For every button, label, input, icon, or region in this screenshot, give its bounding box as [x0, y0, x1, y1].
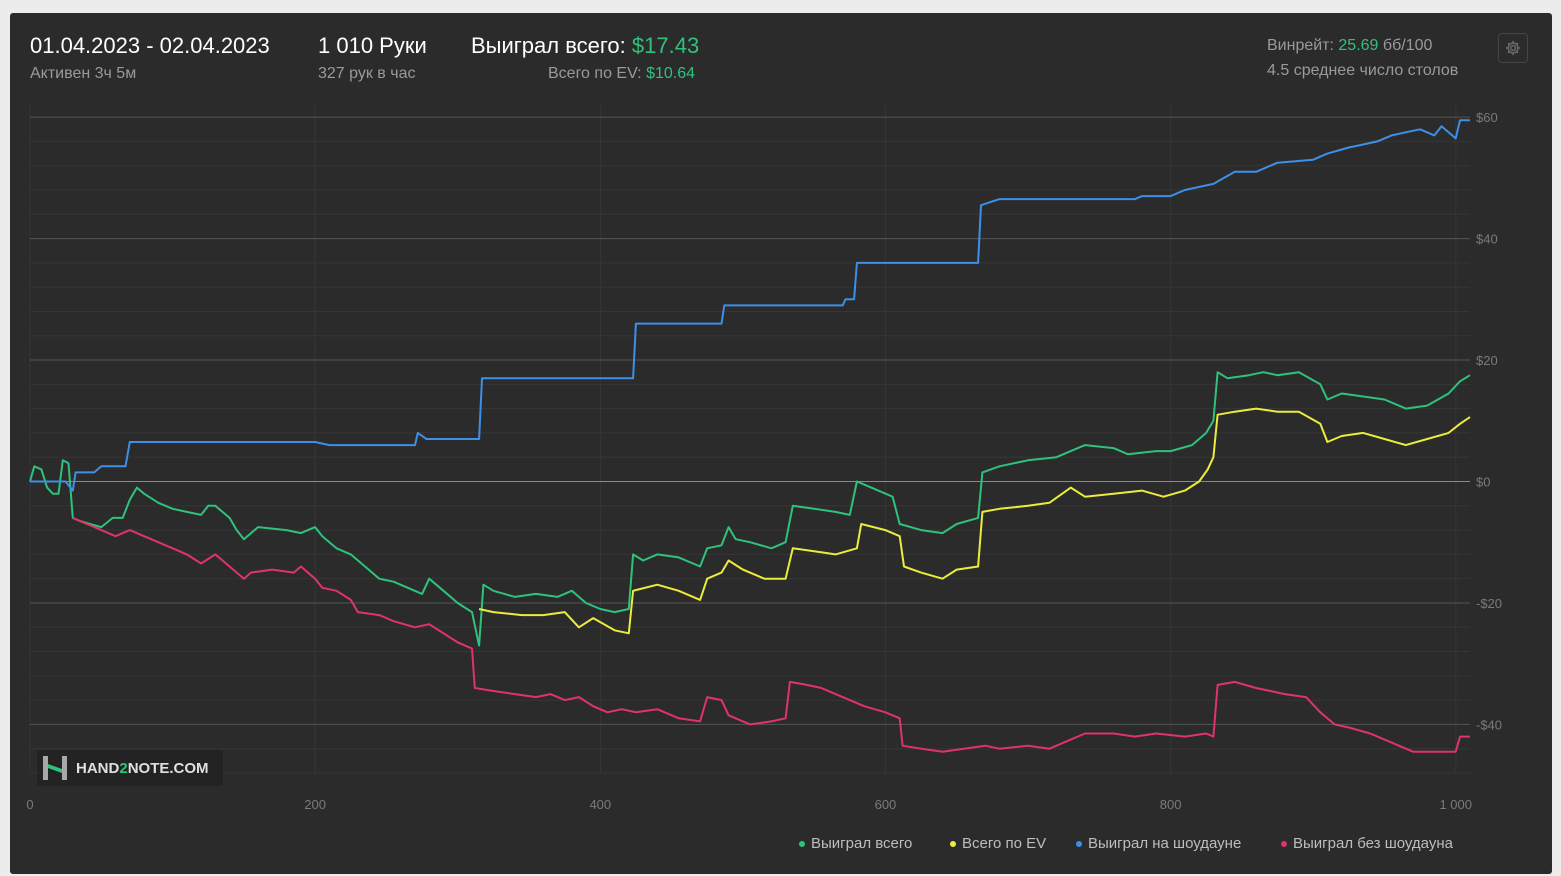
- chart-panel: 01.04.2023 - 02.04.2023 Активен 3ч 5м 1 …: [10, 13, 1552, 874]
- x-tick-label: 800: [1160, 797, 1182, 812]
- hand2note-logo-icon: [43, 756, 67, 780]
- legend-item[interactable]: Выиграл без шоудауна: [1281, 835, 1453, 852]
- winrate-unit: бб/100: [1382, 37, 1433, 54]
- hands-count: 1 010 Руки: [318, 33, 427, 58]
- x-tick-label: 400: [589, 797, 611, 812]
- winrate-value: 25.69: [1338, 37, 1379, 54]
- major-grid: [30, 116, 1470, 725]
- hand2note-logo: HAND2NOTE.COM: [37, 750, 223, 786]
- legend-label: Выиграл без шоудауна: [1293, 835, 1453, 852]
- won-total-value: $17.43: [631, 33, 700, 58]
- legend-label: Выиграл всего: [811, 835, 913, 852]
- legend-item[interactable]: Всего по EV: [950, 835, 1046, 852]
- gear-icon: [1505, 40, 1521, 56]
- date-range: 01.04.2023 - 02.04.2023: [30, 33, 270, 58]
- legend-dot: [1076, 841, 1082, 848]
- x-axis-labels: 0 200 400 600 800 1 000: [26, 797, 1472, 812]
- winrate-label: Винрейт:: [1267, 37, 1334, 54]
- x-tick-label: 1 000: [1439, 797, 1472, 812]
- y-tick-label: $60: [1476, 110, 1498, 125]
- legend-label: Всего по EV: [962, 835, 1047, 852]
- x-grid: [29, 105, 1457, 773]
- x-tick-label: 0: [26, 797, 33, 812]
- x-tick-label: 200: [304, 797, 326, 812]
- y-tick-label: $40: [1476, 232, 1498, 247]
- y-tick-label: $20: [1476, 353, 1498, 368]
- y-tick-label: -$40: [1476, 717, 1502, 732]
- series-layer: [29, 119, 1471, 753]
- legend-dot: [950, 841, 956, 848]
- ev-total-value: $10.64: [646, 65, 695, 82]
- series-line-3: [30, 119, 1470, 492]
- y-tick-label: $0: [1476, 475, 1490, 490]
- legend-item[interactable]: Выиграл на шоудауне: [1076, 835, 1241, 852]
- series-line-2: [478, 407, 1471, 635]
- legend-dot: [799, 841, 805, 848]
- active-time: Активен 3ч 5м: [30, 65, 137, 82]
- y-axis-labels: $60 $40 $20 $0 -$20 -$40: [1476, 110, 1502, 732]
- series-line-4: [72, 516, 1470, 753]
- y-tick-label: -$20: [1476, 596, 1502, 611]
- series-line-1: [29, 371, 1471, 647]
- hands-per-hour: 327 рук в час: [318, 65, 416, 82]
- minor-grid: [30, 140, 1470, 774]
- won-total: Выиграл всего: $17.43: [471, 33, 699, 59]
- won-total-label: Выиграл всего:: [471, 33, 626, 58]
- legend-item[interactable]: Выиграл всего: [799, 835, 912, 852]
- legend-dot: [1281, 841, 1287, 848]
- hand2note-logo-text: HAND2NOTE.COM: [76, 759, 209, 777]
- line-chart: $60 $40 $20 $0 -$20 -$40 0 200 400 600 800 1 000: [26, 105, 1502, 812]
- settings-button[interactable]: [1498, 33, 1528, 63]
- x-tick-label: 600: [875, 797, 897, 812]
- winrate: Винрейт: 25.69 бб/100: [1267, 37, 1432, 55]
- ev-total-label: Всего по EV:: [548, 65, 642, 82]
- avg-tables: 4.5 среднее число столов: [1267, 62, 1459, 79]
- ev-total: Всего по EV: $10.64: [548, 65, 695, 83]
- legend-label: Выиграл на шоудауне: [1088, 835, 1242, 852]
